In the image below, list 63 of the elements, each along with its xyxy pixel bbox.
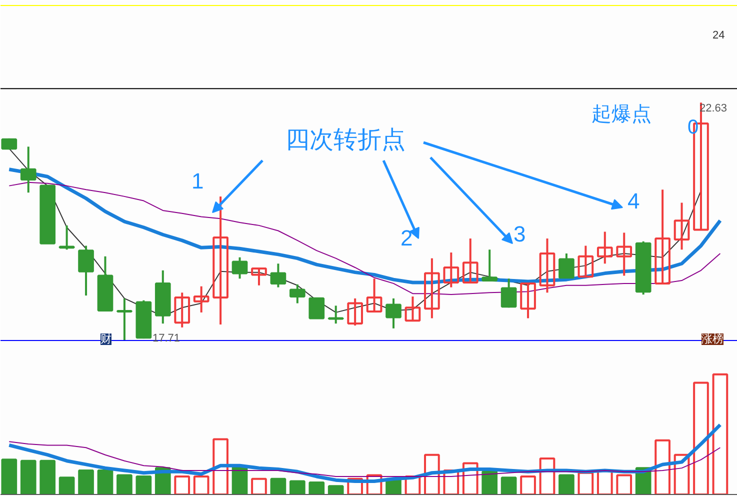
candlestick [520, 282, 536, 320]
candlestick [58, 224, 75, 251]
bar [20, 460, 36, 494]
bar [289, 480, 306, 494]
candlestick [270, 262, 286, 288]
bar [78, 469, 94, 494]
bar [193, 475, 210, 494]
annotation: 4 [628, 188, 640, 214]
bar [40, 460, 56, 494]
candlestick [404, 295, 421, 322]
bar [578, 472, 594, 494]
bar [174, 475, 190, 494]
bar [654, 439, 670, 494]
bar [212, 438, 228, 494]
bar [1, 458, 18, 494]
candlestick [116, 297, 132, 342]
candlestick [20, 146, 36, 194]
bar [251, 478, 267, 494]
bar [482, 470, 498, 494]
bar [116, 474, 132, 494]
candlestick [578, 244, 594, 278]
candlestick [251, 267, 267, 286]
candlestick [616, 232, 632, 277]
annotation: 涨榜 [702, 332, 724, 346]
bar [712, 373, 728, 494]
candlestick [482, 248, 498, 282]
bar [97, 469, 114, 494]
text: 24 [712, 30, 725, 42]
bar [616, 474, 632, 494]
candlestick [443, 252, 460, 288]
candlestick [424, 257, 440, 320]
candlestick [462, 237, 478, 284]
annotation: 3 [514, 222, 526, 246]
bar [58, 476, 75, 494]
annotation: 2 [400, 226, 413, 250]
annotation: 1 [192, 168, 204, 194]
candlestick [347, 297, 363, 326]
candlestick [674, 202, 690, 251]
bar [520, 475, 536, 494]
candlestick [174, 292, 190, 328]
candlestick [308, 297, 325, 320]
candlestick [654, 188, 670, 284]
candlestick [596, 230, 613, 265]
candlestick [232, 256, 248, 280]
bar [693, 382, 709, 494]
bar [558, 474, 574, 494]
annotation: 起爆点 [592, 104, 652, 126]
candlestick [386, 297, 402, 330]
candlestick [558, 252, 574, 279]
candlestick [193, 285, 210, 314]
candlestick [500, 278, 517, 309]
candlestick [328, 304, 344, 325]
bar [136, 475, 152, 494]
bar [270, 478, 286, 494]
candlestick [78, 244, 94, 297]
bar [328, 485, 344, 494]
candlestick [366, 278, 382, 312]
annotation: 财 [100, 332, 112, 346]
candlestick [539, 237, 556, 294]
bar [308, 481, 325, 494]
annotation: 四次转折点 [286, 126, 406, 154]
bar [500, 476, 517, 494]
candlestick [289, 283, 306, 304]
